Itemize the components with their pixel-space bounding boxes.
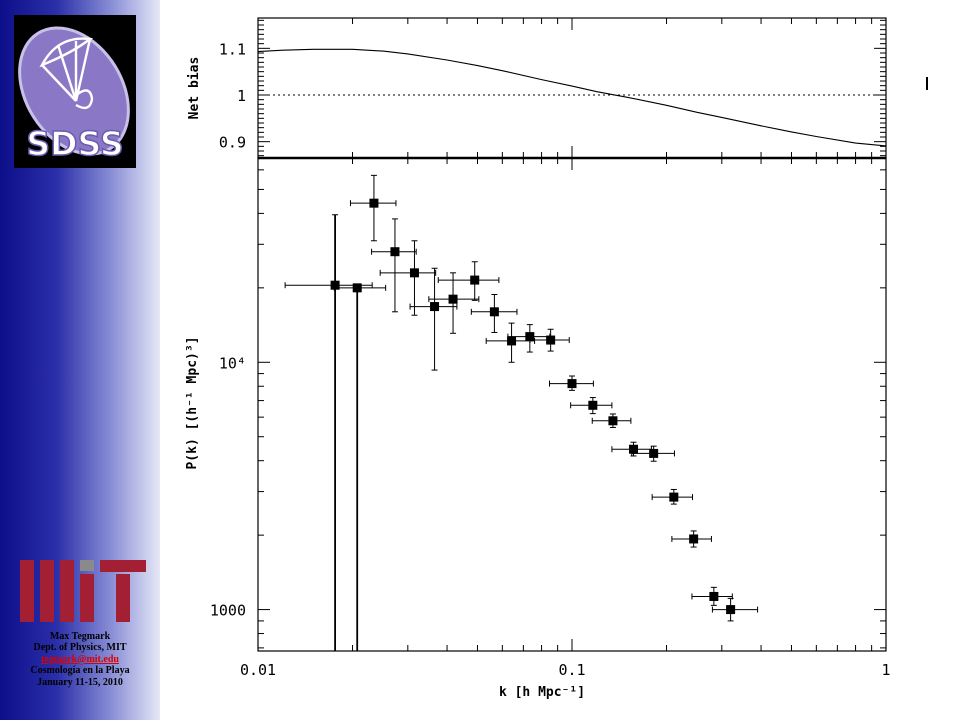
author-name: Max Tegmark bbox=[49, 631, 111, 642]
pk-marker bbox=[369, 198, 379, 208]
pk-marker bbox=[709, 591, 719, 601]
pk-data-point bbox=[570, 397, 613, 415]
pk-marker bbox=[726, 605, 736, 615]
event-dates: January 11-15, 2010 bbox=[37, 676, 123, 688]
pk-data-point bbox=[529, 328, 570, 352]
pk-marker bbox=[489, 307, 499, 317]
bias-y-tick-label: 0.9 bbox=[219, 134, 246, 152]
pk-marker bbox=[546, 335, 556, 345]
pk-y-axis-label: P(k) [(h⁻¹ Mpc)³] bbox=[185, 336, 200, 469]
k-x-tick-label: 1 bbox=[881, 661, 890, 679]
pk-data-point bbox=[349, 174, 397, 242]
pk-marker bbox=[507, 336, 517, 346]
pk-data-point bbox=[409, 267, 458, 371]
pk-marker bbox=[649, 448, 659, 458]
pk-marker bbox=[588, 400, 598, 410]
k-x-axis-label: k [h Mpc⁻¹] bbox=[499, 685, 585, 700]
slide-edge-mark bbox=[926, 77, 928, 90]
pk-data-point bbox=[631, 445, 675, 462]
sdss-logo: SDSS bbox=[14, 15, 136, 168]
pk-marker bbox=[629, 444, 639, 454]
power-spectrum-frame bbox=[257, 157, 887, 652]
mit-logo bbox=[20, 560, 146, 626]
pk-marker bbox=[352, 283, 362, 293]
bias-y-tick-label: 1.1 bbox=[219, 40, 246, 58]
event-name: Cosmología en la Playa bbox=[30, 665, 130, 677]
pk-marker bbox=[409, 268, 419, 278]
pk-data-point bbox=[437, 261, 500, 301]
presenter-credits: Max Tegmark Dept. of Physics, MIT tegmar… bbox=[0, 631, 160, 688]
pk-y-tick-label: 1000 bbox=[210, 602, 246, 620]
pk-marker bbox=[390, 247, 400, 257]
net-bias-panel: 0.9 1 1.1 Net bias bbox=[187, 17, 887, 160]
pk-data-point bbox=[485, 322, 536, 363]
net-bias-frame bbox=[257, 17, 887, 159]
author-dept: Dept. of Physics, MIT bbox=[33, 642, 127, 654]
pk-data-point bbox=[379, 240, 437, 316]
pk-data-point bbox=[284, 214, 373, 651]
sdss-logo-text: SDSS bbox=[26, 124, 123, 163]
pk-marker bbox=[330, 280, 340, 290]
pk-data-point bbox=[470, 293, 518, 333]
author-email-link[interactable]: tegmark@mit.edu bbox=[41, 653, 119, 665]
pk-data-point bbox=[333, 283, 387, 651]
k-x-tick-label: 0.01 bbox=[240, 661, 276, 679]
pk-marker bbox=[448, 294, 458, 304]
pk-data-point bbox=[671, 530, 712, 548]
slide-sidebar: SDSS Max Tegmark Dept. of Physics, MIT t… bbox=[0, 0, 160, 720]
pk-data-point bbox=[549, 375, 594, 391]
pk-marker bbox=[669, 492, 679, 502]
bias-curve bbox=[257, 48, 887, 147]
k-x-tick-label: 0.1 bbox=[558, 661, 585, 679]
pk-data-point bbox=[651, 488, 694, 505]
pk-data-point bbox=[371, 218, 417, 313]
pk-data-point bbox=[691, 586, 733, 606]
pk-marker bbox=[567, 379, 577, 389]
pk-marker bbox=[608, 416, 618, 426]
pk-marker bbox=[430, 302, 440, 312]
pk-marker bbox=[689, 534, 699, 544]
pk-marker bbox=[470, 275, 480, 285]
pk-marker bbox=[525, 332, 535, 342]
bias-y-tick-label: 1 bbox=[237, 87, 246, 105]
pk-data-point bbox=[428, 272, 480, 334]
pk-y-tick-label: 10⁴ bbox=[219, 354, 246, 372]
pk-data-point bbox=[711, 597, 759, 622]
pk-data-point bbox=[591, 413, 632, 428]
power-spectrum-figure: 0.9 1 1.1 Net bias 1000 10⁴ 0.01 0.1 1 k [h Mpc⁻… bbox=[185, 17, 891, 700]
bias-y-axis-label: Net bias bbox=[187, 57, 202, 120]
power-spectrum-panel: 1000 10⁴ 0.01 0.1 1 k [h Mpc⁻¹] P(k) [(h⁻¹ Mpc… bbox=[185, 18, 891, 700]
